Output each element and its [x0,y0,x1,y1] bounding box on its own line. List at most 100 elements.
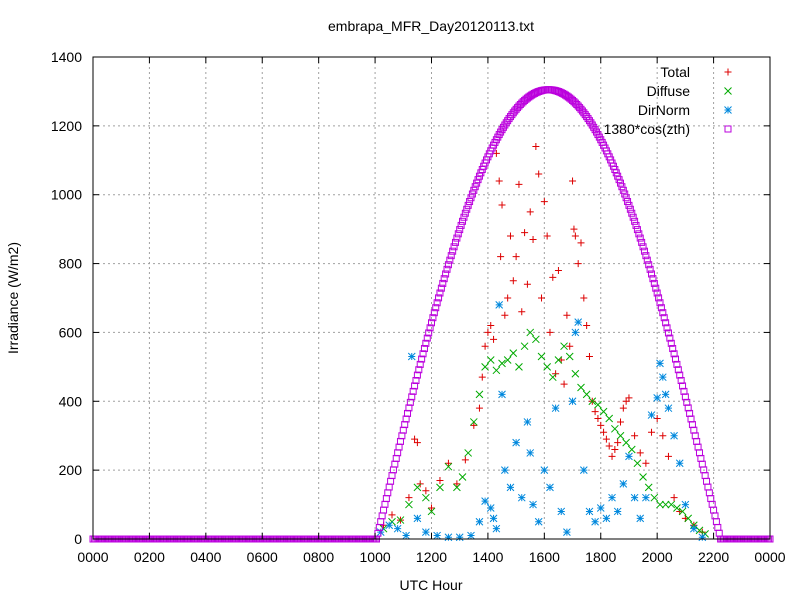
data-point [563,311,571,319]
data-point [521,229,529,237]
data-point [515,180,523,188]
data-point [577,239,585,247]
data-point [670,494,678,502]
data-point [663,324,671,332]
y-tick-label: 1400 [51,49,82,65]
data-point [481,363,489,371]
data-point [457,221,465,229]
data-point [618,183,626,191]
data-point [571,369,580,378]
data-point [611,445,619,453]
data-point [427,507,436,516]
data-point [659,432,667,440]
data-point [498,201,506,209]
data-point [664,329,672,337]
data-point [405,494,413,502]
data-point [523,418,532,426]
data-point [535,170,543,178]
data-point [428,504,435,512]
data-point [626,205,634,213]
x-tick-label: 1600 [529,549,560,565]
data-point [679,382,687,390]
data-point [444,459,452,467]
data-point [662,319,670,327]
x-tick-label: 2000 [642,549,673,565]
data-point [636,514,645,523]
data-point [540,466,549,474]
data-point [642,252,650,260]
data-point [520,342,529,351]
x-tick-label: 0000 [754,549,785,565]
data-point [585,507,594,516]
data-point [546,483,554,492]
data-point [652,284,660,292]
data-point [675,459,684,468]
data-point [509,349,518,357]
data-point [661,500,670,509]
data-point [670,431,678,440]
data-point [625,452,633,461]
data-point [619,186,627,194]
data-point [540,198,548,206]
x-tick-label: 0000 [77,549,108,565]
data-point [649,275,657,283]
data-point [475,404,483,412]
data-point [602,514,611,523]
data-point [409,387,417,395]
data-point [582,390,591,399]
data-point [420,345,428,353]
data-point [631,217,639,225]
x-tick-label: 1800 [585,549,616,565]
data-point [486,356,495,364]
data-point [425,329,433,337]
y-tick-label: 200 [59,462,83,478]
data-point [439,279,447,287]
data-point [648,270,656,278]
data-point [463,205,471,213]
data-point [451,238,459,246]
data-point [583,322,591,330]
data-point [689,524,698,533]
data-point [577,383,585,392]
data-point [534,517,543,526]
data-point [605,414,614,423]
data-point [622,438,630,447]
data-point [460,213,468,221]
data-point [661,390,670,399]
data-point [506,232,514,240]
data-point [456,226,464,234]
data-point [518,308,526,316]
data-point [430,309,438,317]
data-point [408,393,416,401]
data-point [455,533,464,542]
data-point [554,356,563,364]
data-point [658,373,667,382]
y-tick-label: 1000 [51,187,82,203]
data-point [537,352,546,361]
data-point [475,517,484,526]
data-point [645,261,653,269]
data-point [633,459,642,468]
data-point [422,493,430,502]
data-point [413,371,421,379]
data-point [551,404,560,413]
data-point [453,480,461,488]
data-point [554,266,562,274]
data-point [585,353,593,361]
data-point [526,208,534,216]
data-point [532,143,540,151]
data-point [571,232,579,240]
data-point [568,397,577,406]
data-point [444,462,453,471]
data-point [432,304,440,312]
data-point [673,360,681,368]
data-point [385,521,394,530]
data-point [433,531,441,540]
data-point [428,319,435,327]
data-point [393,524,402,533]
data-point [470,421,478,429]
data-point [664,452,672,460]
data-point [470,186,478,194]
